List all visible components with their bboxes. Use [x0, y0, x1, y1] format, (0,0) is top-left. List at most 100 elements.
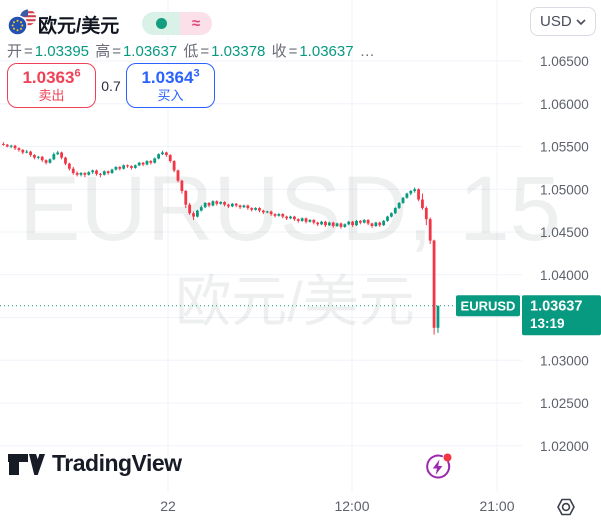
candle-body [75, 173, 79, 175]
low-value: 1.03378 [211, 43, 266, 60]
high-value: 1.03637 [122, 43, 178, 60]
candle-body [215, 201, 219, 204]
tradingview-logo-icon [8, 453, 45, 475]
candle-body [413, 189, 417, 191]
green-dot [155, 18, 167, 29]
candle-body [172, 161, 176, 171]
candle-body [83, 173, 87, 175]
candle-body [277, 214, 281, 216]
candle-body [203, 202, 207, 208]
candle-body [13, 145, 17, 149]
symbol-flag-label-text: EURUSD [461, 298, 516, 313]
candle-body [114, 167, 118, 170]
candle-body [196, 210, 199, 217]
ohlc-row: 开 = 1.03395 高 = 1.03637 低 = 1.03378 收 = 1.03637 … [7, 40, 377, 61]
open-value: 1.03395 [34, 43, 90, 60]
candle-body [331, 222, 335, 227]
candle-body [133, 165, 137, 168]
candle-body [87, 172, 91, 175]
candle-body [223, 202, 226, 205]
candle-body [207, 202, 211, 206]
candle-body [168, 155, 172, 162]
price-scale-gear-icon[interactable] [555, 496, 577, 518]
market-status-pills: ≈ [142, 12, 212, 35]
candle-body [219, 202, 223, 204]
currency-selector[interactable]: USD [530, 7, 596, 36]
candle-body [44, 160, 48, 163]
candle-body [145, 161, 149, 165]
candle-body [48, 159, 52, 163]
price-axis-label: 1.02500 [540, 396, 589, 411]
candle-body [79, 173, 83, 175]
candle-body [211, 201, 215, 206]
candle-body [374, 222, 378, 227]
candle-body [126, 165, 129, 167]
candle-body [401, 197, 405, 203]
time-axis-label[interactable]: 12:00 [334, 498, 369, 514]
buy-button[interactable]: 1.03643 买入 [126, 63, 215, 108]
candle-body [141, 162, 145, 165]
candle-body [242, 205, 246, 208]
candle-body [188, 204, 192, 214]
candle-body [273, 214, 277, 216]
candle-body [230, 203, 234, 207]
candle-body [99, 173, 102, 175]
candle-body [71, 168, 75, 174]
candle-body [29, 151, 32, 156]
candle-body [246, 205, 250, 209]
last-price-badge[interactable] [522, 295, 601, 336]
candle-body [370, 223, 374, 227]
candle-body [137, 162, 141, 166]
candle-body [327, 222, 331, 226]
candle-body [355, 220, 358, 226]
buy-price: 1.03643 [141, 67, 200, 87]
price-axis-label: 1.03000 [540, 353, 589, 368]
price-axis-label: 1.06500 [540, 54, 589, 69]
price-axis-label: 1.02000 [540, 439, 589, 454]
candle-body [312, 220, 316, 223]
candle-body [343, 224, 347, 227]
ohlc-more: … [359, 43, 375, 60]
candle-body [358, 220, 362, 223]
candle-body [250, 208, 254, 210]
candle-body [378, 222, 382, 226]
sell-button[interactable]: 1.03636 卖出 [7, 63, 96, 108]
candle-body [180, 180, 184, 191]
time-axis-label[interactable]: 22 [160, 498, 176, 514]
candle-body [409, 190, 413, 194]
candle-body [5, 144, 9, 147]
price-axis-label: 1.04500 [540, 225, 589, 240]
approx-icon: ≈ [191, 15, 201, 32]
candle-body [118, 167, 122, 169]
candle-body [67, 163, 71, 169]
candle-body [428, 219, 432, 241]
tradingview-logo[interactable]: TradingView [8, 450, 182, 477]
candle-body [64, 157, 67, 164]
time-axis-label[interactable]: 21:00 [479, 498, 514, 514]
candle-body [102, 171, 106, 175]
flash-icon[interactable] [423, 451, 453, 481]
candle-body [351, 221, 354, 226]
chevron-down-icon [576, 18, 586, 25]
price-axis-label: 1.05500 [540, 140, 589, 155]
eurusd-flag-icon [7, 9, 36, 36]
candle-body [161, 152, 164, 155]
candle-body [316, 222, 320, 225]
candle-body [258, 208, 261, 211]
candle-body [386, 216, 389, 221]
close-label: 收 = [271, 43, 298, 60]
candle-body [362, 220, 366, 223]
candle-body [421, 199, 424, 209]
candle-body [21, 149, 25, 153]
candle-body [52, 154, 56, 160]
candle-body [366, 220, 370, 224]
last-price-value: 1.03637 [530, 298, 582, 314]
sell-label: 卖出 [38, 88, 65, 103]
candle-body [184, 190, 188, 205]
candle-body [95, 170, 98, 174]
candle-body [60, 152, 63, 158]
candle-body [320, 221, 323, 225]
candle-body [285, 216, 289, 219]
price-axis-label: 1.06000 [540, 97, 589, 112]
